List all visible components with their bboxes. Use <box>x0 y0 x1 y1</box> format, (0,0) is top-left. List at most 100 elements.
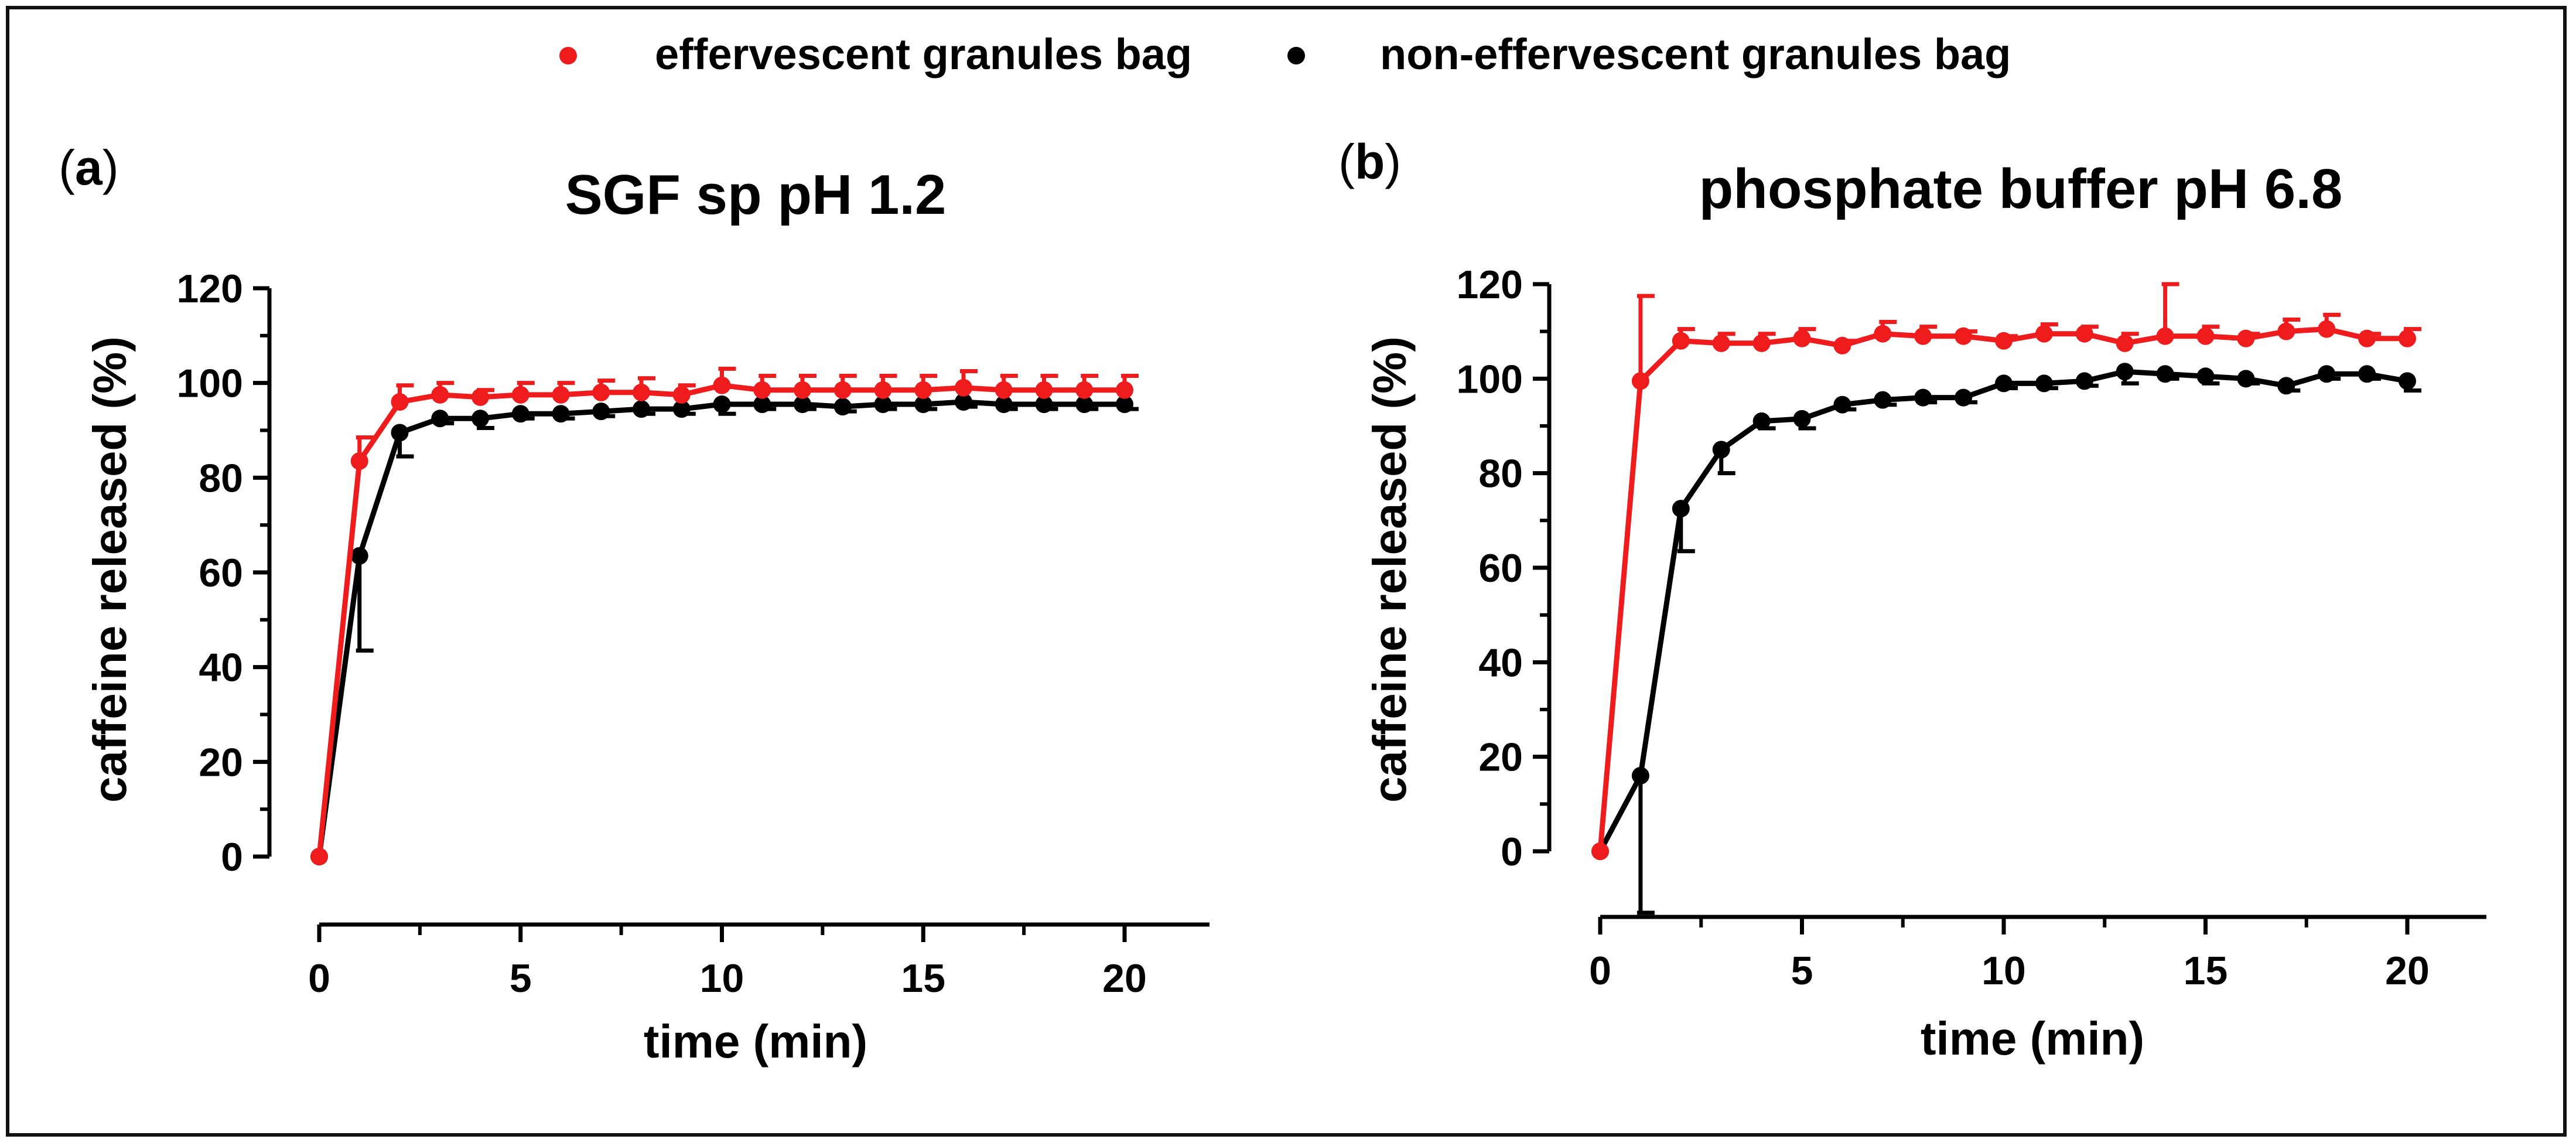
series-effervescent-a <box>310 366 1139 865</box>
data-point <box>753 395 771 414</box>
y-tick-label-a: 40 <box>199 646 243 690</box>
data-point <box>431 410 449 428</box>
series-line-effervescent <box>1597 326 2407 852</box>
data-point <box>511 405 529 423</box>
data-point <box>1955 327 1973 345</box>
legend-label-non-effervescent: non-effervescent granules bag <box>1380 30 2011 79</box>
data-point <box>2318 320 2336 338</box>
data-point <box>511 386 529 404</box>
y-tick-label-b: 60 <box>1478 546 1523 591</box>
panel-a-xlabel: time (min) <box>644 1015 867 1067</box>
data-point <box>672 386 691 404</box>
data-point <box>1035 381 1053 399</box>
series-effervescent-b <box>1591 282 2421 860</box>
data-point <box>1035 395 1053 414</box>
y-tick-label-b: 40 <box>1478 640 1523 685</box>
data-point <box>2196 327 2215 345</box>
data-point <box>874 381 892 399</box>
panel-a-letter: a <box>75 140 103 195</box>
data-point <box>833 381 852 399</box>
data-point <box>1712 441 1730 459</box>
y-tick-label-b: 80 <box>1478 452 1523 496</box>
legend: effervescent granules bag non-effervesce… <box>559 30 2011 79</box>
panel-a: (a) SGF sp pH 1.2 0 20 40 60 80 100 120 0 5 10 15 2… <box>59 140 1210 1067</box>
data-point <box>914 395 932 414</box>
data-point <box>914 381 932 399</box>
x-tick-label-b: 15 <box>2184 949 2228 993</box>
data-point <box>1075 395 1094 414</box>
data-point <box>995 395 1013 414</box>
x-tick-label-a: 20 <box>1102 956 1147 1001</box>
data-point <box>713 376 731 394</box>
data-point <box>2237 370 2255 388</box>
x-tick-label-b: 5 <box>1791 949 1813 993</box>
data-point <box>310 848 328 865</box>
data-point <box>592 383 610 401</box>
data-point <box>1914 388 1932 407</box>
data-point <box>350 452 368 470</box>
data-point <box>391 424 409 442</box>
data-point <box>1672 332 1690 350</box>
data-point <box>1752 412 1771 430</box>
data-point <box>552 386 570 404</box>
data-point <box>794 395 811 414</box>
data-point <box>1874 325 1892 343</box>
data-point <box>2116 363 2134 381</box>
x-tick-label-b: 10 <box>1981 949 2026 993</box>
panel-a-ylabel: caffeine released (%) <box>84 336 136 803</box>
y-tick-label-a: 100 <box>177 361 243 406</box>
data-point <box>350 547 368 565</box>
data-point <box>1712 334 1730 352</box>
y-tick-label-a: 0 <box>221 835 243 879</box>
data-point <box>633 400 650 418</box>
data-point <box>1116 395 1133 414</box>
data-point <box>672 400 691 418</box>
data-point <box>2156 365 2174 383</box>
data-point <box>2399 372 2416 390</box>
data-point <box>1116 381 1133 399</box>
data-point <box>955 378 972 397</box>
plot-b: 0 20 40 60 80 100 120 0 5 10 15 20 <box>1457 262 2486 993</box>
data-point <box>1793 329 1811 347</box>
panel-a-tag: (a) <box>59 140 119 195</box>
panel-b-title: phosphate buffer pH 6.8 <box>1699 158 2343 220</box>
data-point <box>794 381 811 399</box>
data-point <box>2035 374 2053 393</box>
series-line-non-effervescent <box>316 399 1125 857</box>
data-point <box>592 403 610 421</box>
data-point <box>2196 367 2215 386</box>
y-tick-label-a: 120 <box>177 267 243 311</box>
data-point <box>2318 365 2336 383</box>
data-point <box>1672 500 1690 518</box>
panel-b-letter: b <box>1355 134 1385 189</box>
y-tick-label-a: 80 <box>199 456 243 500</box>
data-point <box>713 395 731 414</box>
data-point <box>391 393 409 411</box>
x-tick-label-b: 0 <box>1589 949 1611 993</box>
y-tick-label-b: 100 <box>1457 357 1523 401</box>
series-non-effervescent-b <box>1591 363 2421 915</box>
data-point <box>2399 329 2416 347</box>
series-non-effervescent-a <box>310 393 1139 865</box>
x-tick-label-a: 5 <box>510 956 532 1001</box>
panel-b-ylabel: caffeine released (%) <box>1364 336 1416 803</box>
data-point <box>1833 395 1851 414</box>
x-tick-label-a: 0 <box>308 956 330 1001</box>
data-point <box>2075 372 2093 390</box>
data-point <box>1874 391 1892 409</box>
data-point <box>1631 372 1649 390</box>
data-point <box>633 383 650 401</box>
x-tick-label-a: 15 <box>901 956 945 1001</box>
data-point <box>1752 334 1771 352</box>
data-point <box>833 398 852 416</box>
y-tick-label-b: 20 <box>1478 735 1523 780</box>
data-point <box>1075 381 1094 399</box>
y-tick-label-b: 120 <box>1457 262 1523 307</box>
data-point <box>753 381 771 399</box>
plot-a: 0 20 40 60 80 100 120 0 5 10 15 20 <box>177 267 1210 1001</box>
data-point <box>472 410 489 428</box>
data-point <box>2035 325 2053 343</box>
legend-marker-non-effervescent <box>1287 47 1305 64</box>
data-point <box>2277 377 2295 395</box>
